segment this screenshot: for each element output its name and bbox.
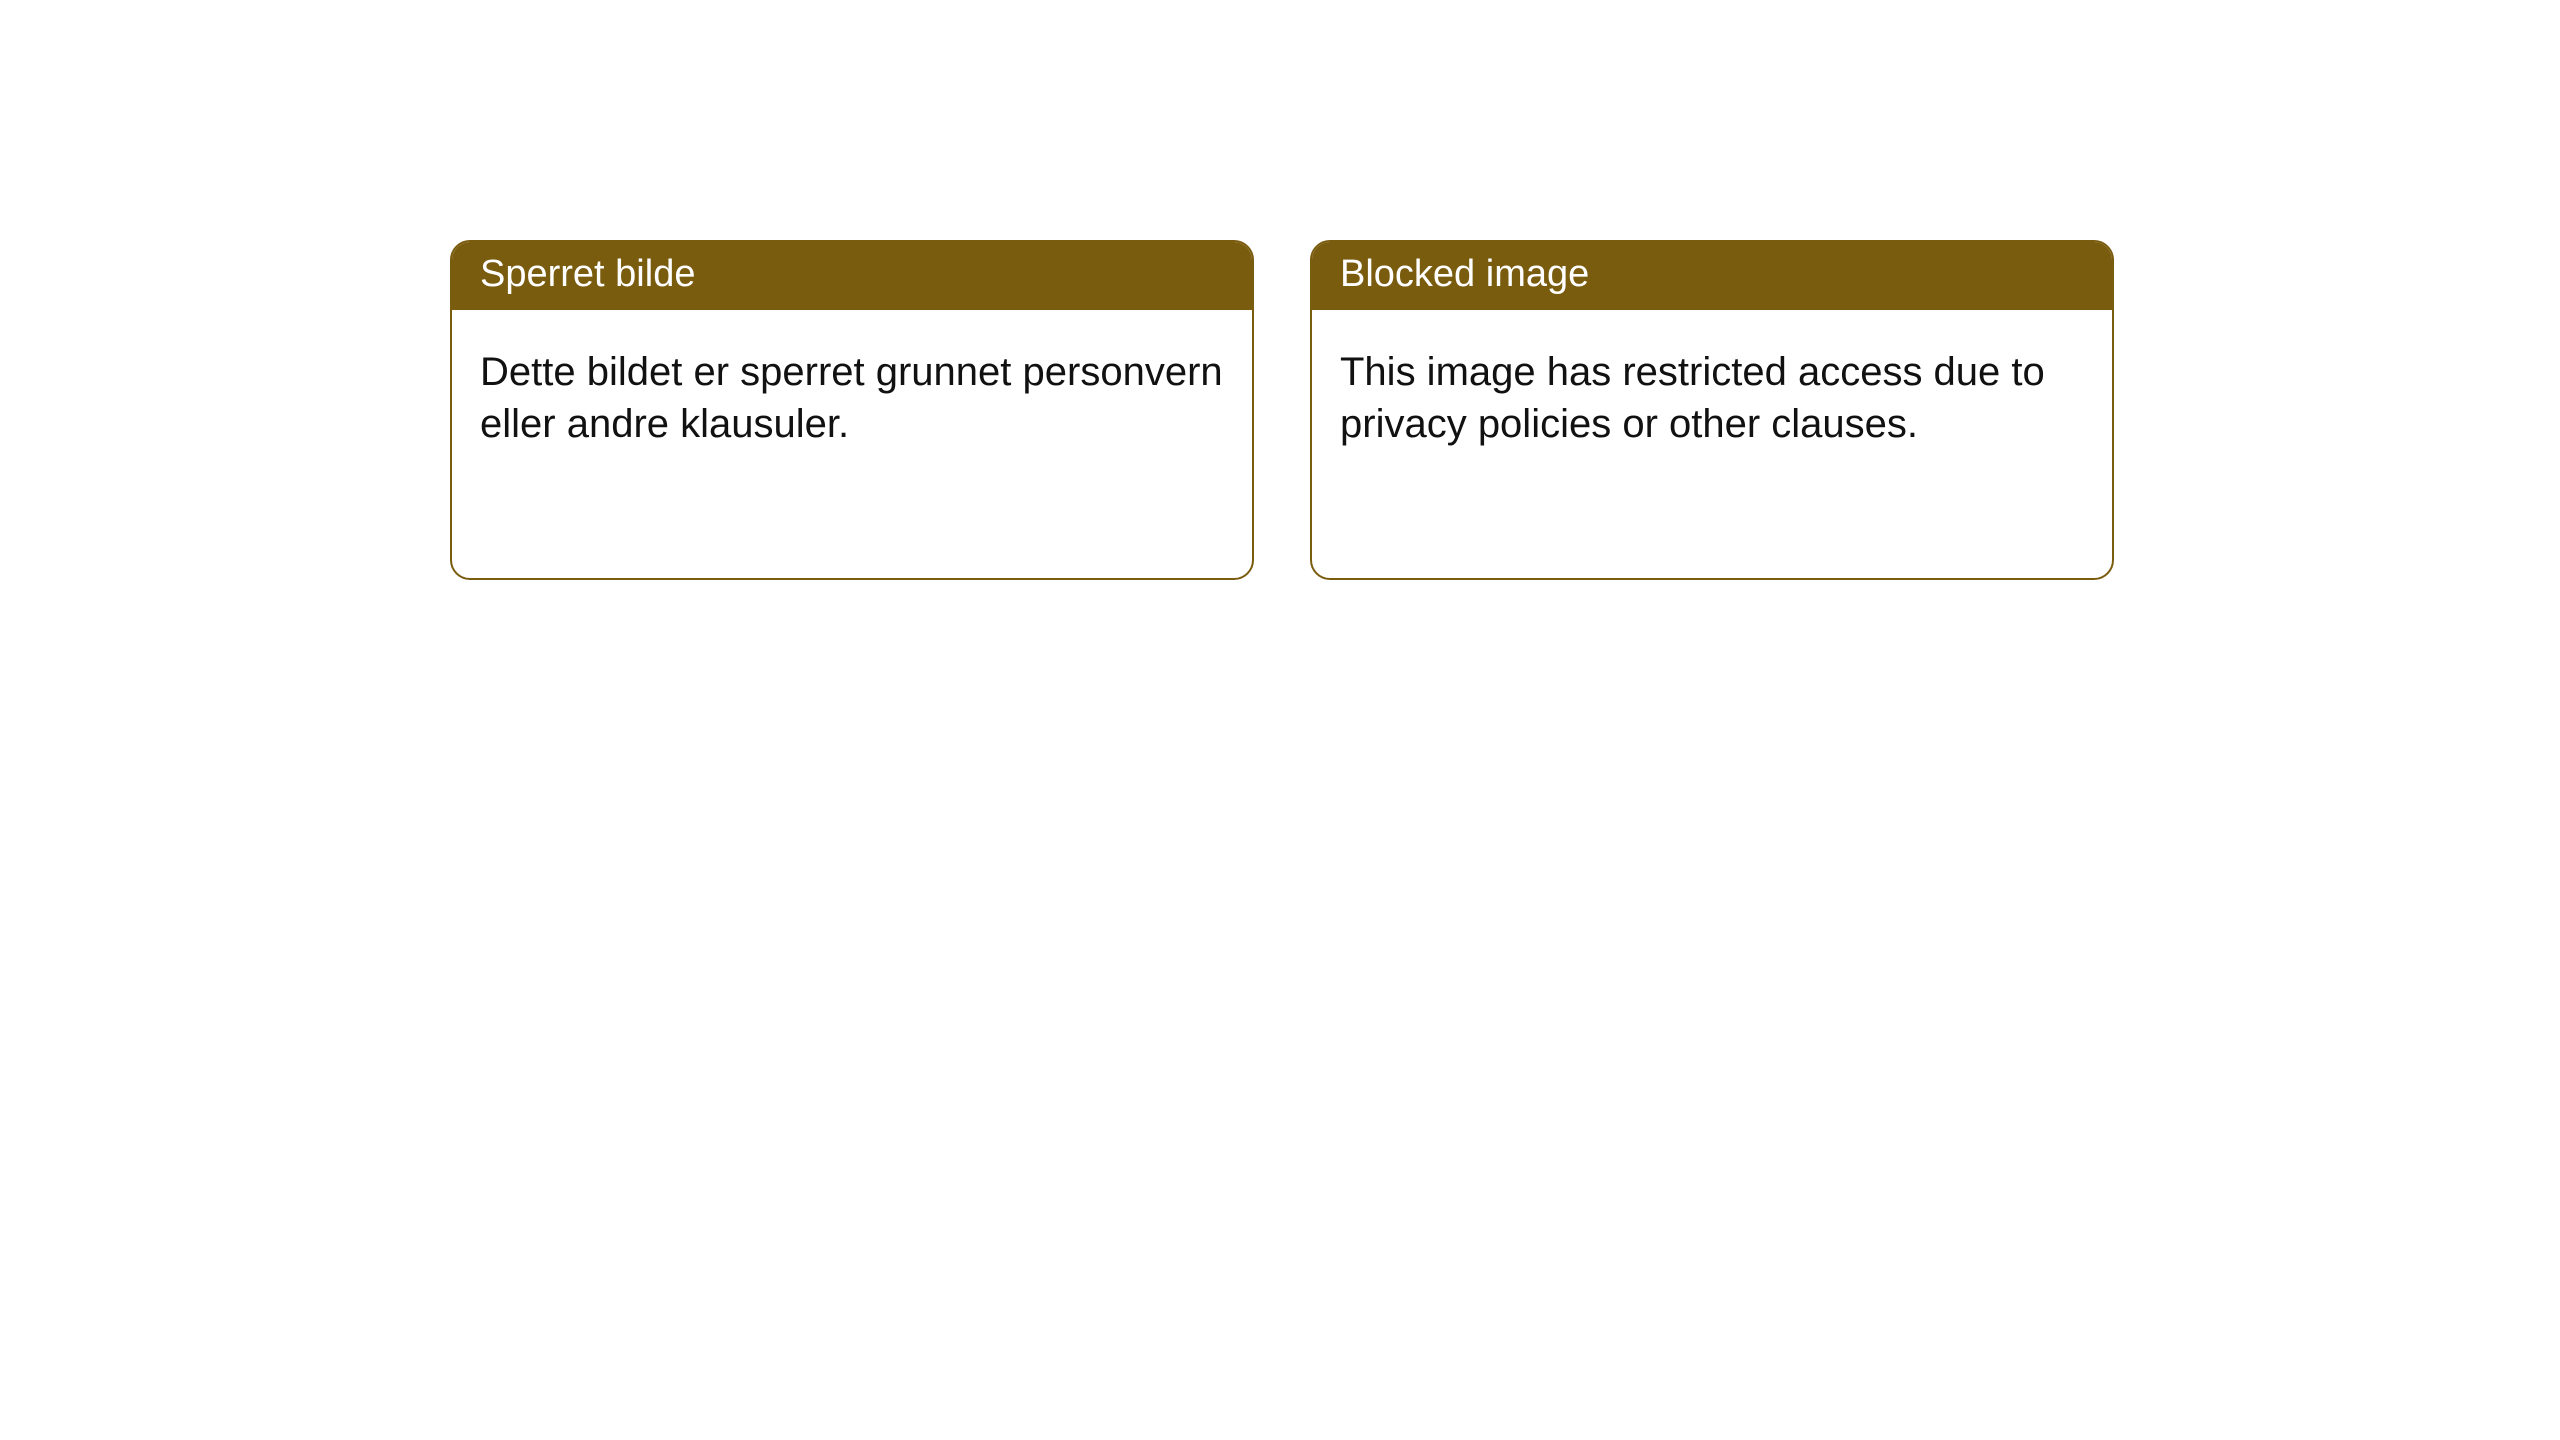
notice-card-body: Dette bildet er sperret grunnet personve… xyxy=(452,310,1252,578)
notice-card-norwegian: Sperret bilde Dette bildet er sperret gr… xyxy=(450,240,1254,580)
notice-card-english: Blocked image This image has restricted … xyxy=(1310,240,2114,580)
notice-card-title: Blocked image xyxy=(1312,242,2112,310)
notice-container: Sperret bilde Dette bildet er sperret gr… xyxy=(0,0,2560,580)
notice-card-title: Sperret bilde xyxy=(452,242,1252,310)
notice-card-body: This image has restricted access due to … xyxy=(1312,310,2112,578)
